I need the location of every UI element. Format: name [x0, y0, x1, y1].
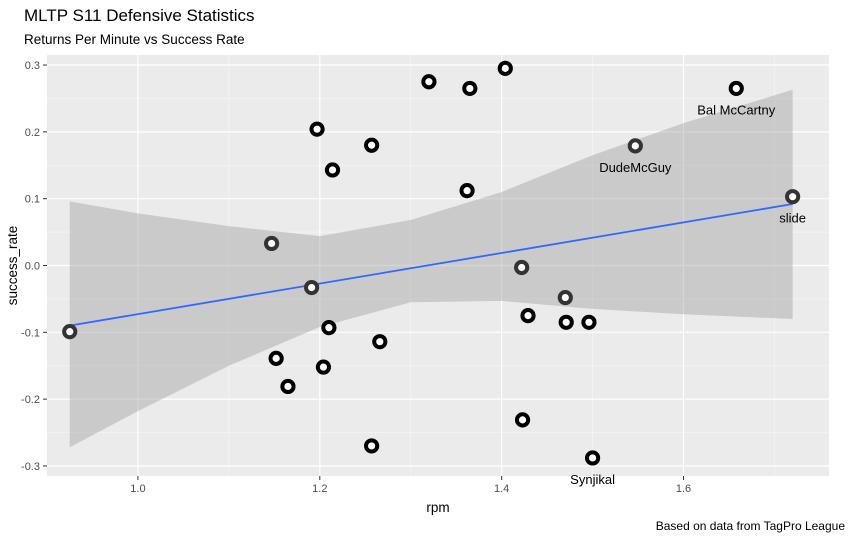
y-tick-label: -0.3 — [21, 461, 40, 473]
data-point — [627, 138, 643, 154]
data-point — [304, 279, 320, 296]
x-tick-label: 1.2 — [312, 483, 327, 495]
y-axis-ticks: -0.3 -0.2 -0.1 0.0 0.1 0.2 0.3 — [21, 60, 47, 473]
data-points: Synjikal DudeMcGuy Bal McCartny slide — [62, 60, 806, 487]
data-point — [462, 80, 478, 97]
point-label: slide — [779, 211, 806, 226]
data-point — [514, 259, 530, 276]
chart-title: MLTP S11 Defensive Statistics — [24, 6, 255, 25]
point-label: Synjikal — [570, 472, 615, 487]
data-point — [459, 183, 475, 199]
data-point — [514, 412, 531, 428]
data-point — [62, 324, 78, 340]
data-point — [584, 450, 601, 466]
data-point — [558, 314, 574, 330]
data-point — [309, 121, 325, 137]
y-tick-label: 0.3 — [25, 60, 40, 72]
data-point — [263, 235, 280, 252]
x-tick-label: 1.0 — [130, 483, 145, 495]
data-point — [280, 378, 296, 395]
y-axis-title: success_rate — [5, 226, 20, 306]
trend-line — [69, 203, 793, 327]
data-point — [324, 162, 341, 178]
data-point — [785, 189, 801, 205]
x-tick-label: 1.4 — [494, 483, 509, 495]
y-tick-label: -0.2 — [21, 394, 40, 406]
data-point — [421, 74, 437, 90]
y-tick-label: -0.1 — [21, 327, 40, 339]
data-point — [728, 80, 744, 97]
data-point — [497, 60, 513, 76]
x-axis-title: rpm — [426, 500, 449, 515]
data-point — [321, 320, 337, 336]
grid-lines — [47, 55, 829, 476]
point-label: Bal McCartny — [697, 102, 776, 117]
y-tick-label: 0.1 — [25, 194, 40, 206]
data-point — [315, 359, 332, 375]
chart-subtitle: Returns Per Minute vs Success Rate — [24, 32, 245, 47]
data-point — [268, 350, 284, 366]
y-tick-label: 0.2 — [25, 127, 40, 139]
data-point — [581, 314, 597, 330]
y-tick-label: 0.0 — [25, 261, 40, 273]
data-point — [364, 137, 380, 153]
data-point — [364, 438, 380, 454]
data-point — [372, 334, 388, 350]
chart-caption: Based on data from TagPro League — [655, 519, 845, 533]
point-label: DudeMcGuy — [599, 160, 672, 175]
confidence-band — [69, 89, 793, 448]
x-tick-label: 1.6 — [676, 483, 691, 495]
data-point — [520, 308, 536, 324]
x-axis-ticks: 1.0 1.2 1.4 1.6 — [130, 476, 691, 495]
data-point — [557, 289, 573, 306]
